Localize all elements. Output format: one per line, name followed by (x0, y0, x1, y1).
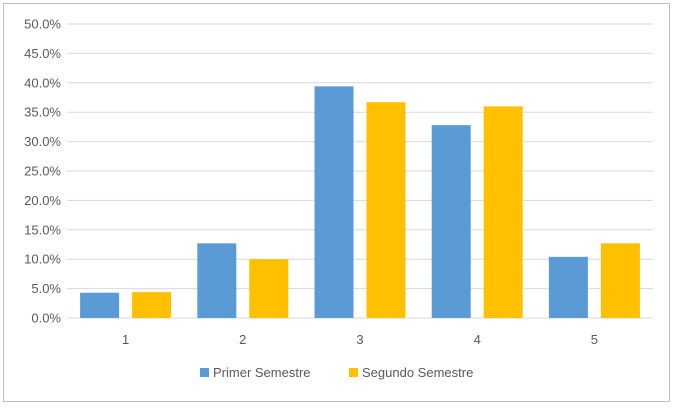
y-tick-label: 25.0% (24, 164, 61, 179)
bar-primer-1 (80, 292, 120, 318)
legend-swatch-segundo (349, 368, 358, 377)
y-axis-ticks: 0.0% 5.0% 10.0% 15.0% 20.0% 25.0% 30.0% 35.0% 40… (24, 17, 61, 326)
legend-label-primer: Primer Semestre (213, 365, 311, 380)
x-tick-label: 3 (356, 332, 363, 347)
bar-primer-5 (548, 256, 588, 318)
y-tick-label: 0.0% (31, 311, 61, 326)
y-tick-label: 20.0% (24, 193, 61, 208)
bar-primer-2 (197, 243, 237, 318)
legend-swatch-primer (200, 368, 209, 377)
y-tick-label: 15.0% (24, 222, 61, 237)
y-tick-label: 10.0% (24, 252, 61, 267)
x-axis-ticks: 1 2 3 4 5 (122, 332, 598, 347)
bar-primer-4 (431, 125, 471, 318)
x-tick-label: 2 (239, 332, 246, 347)
x-tick-label: 4 (474, 332, 481, 347)
bar-chart: 0.0% 5.0% 10.0% 15.0% 20.0% 25.0% 30.0% 35.0% 40… (24, 17, 653, 380)
bar-segundo-4 (483, 106, 523, 318)
y-tick-label: 5.0% (31, 281, 61, 296)
y-tick-label: 35.0% (24, 105, 61, 120)
bar-primer-3 (314, 86, 354, 318)
bar-segundo-2 (249, 259, 289, 318)
bar-segundo-1 (132, 292, 172, 318)
bars (80, 86, 640, 318)
chart-frame: 0.0% 5.0% 10.0% 15.0% 20.0% 25.0% 30.0% 35.0% 40… (3, 3, 670, 402)
y-tick-label: 50.0% (24, 17, 61, 32)
y-tick-label: 30.0% (24, 134, 61, 149)
legend: Primer Semestre Segundo Semestre (200, 365, 473, 380)
x-tick-label: 5 (591, 332, 598, 347)
y-tick-label: 40.0% (24, 75, 61, 90)
x-tick-label: 1 (122, 332, 129, 347)
y-tick-label: 45.0% (24, 46, 61, 61)
bar-segundo-3 (366, 102, 406, 318)
bar-segundo-5 (600, 243, 640, 318)
legend-label-segundo: Segundo Semestre (362, 365, 473, 380)
